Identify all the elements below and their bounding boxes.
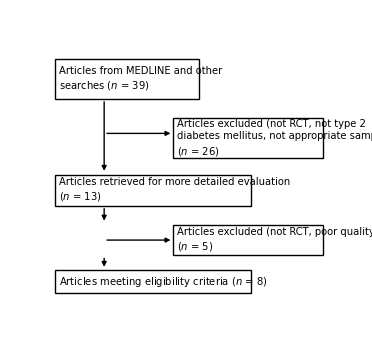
Text: Articles excluded (not RCT, not type 2
diabetes mellitus, not appropriate sample: Articles excluded (not RCT, not type 2 d… — [177, 119, 372, 158]
Text: Articles retrieved for more detailed evaluation
($n$ = 13): Articles retrieved for more detailed eva… — [59, 177, 290, 204]
Text: Articles meeting eligibility criteria ($n$ = 8): Articles meeting eligibility criteria ($… — [59, 274, 267, 289]
Text: Articles from MEDLINE and other
searches ($n$ = 39): Articles from MEDLINE and other searches… — [59, 66, 222, 92]
FancyBboxPatch shape — [55, 59, 199, 99]
FancyBboxPatch shape — [55, 270, 251, 293]
Text: Articles excluded (not RCT, poor quality)
($n$ = 5): Articles excluded (not RCT, poor quality… — [177, 227, 372, 253]
FancyBboxPatch shape — [173, 225, 323, 256]
FancyBboxPatch shape — [55, 175, 251, 206]
FancyBboxPatch shape — [173, 118, 323, 158]
